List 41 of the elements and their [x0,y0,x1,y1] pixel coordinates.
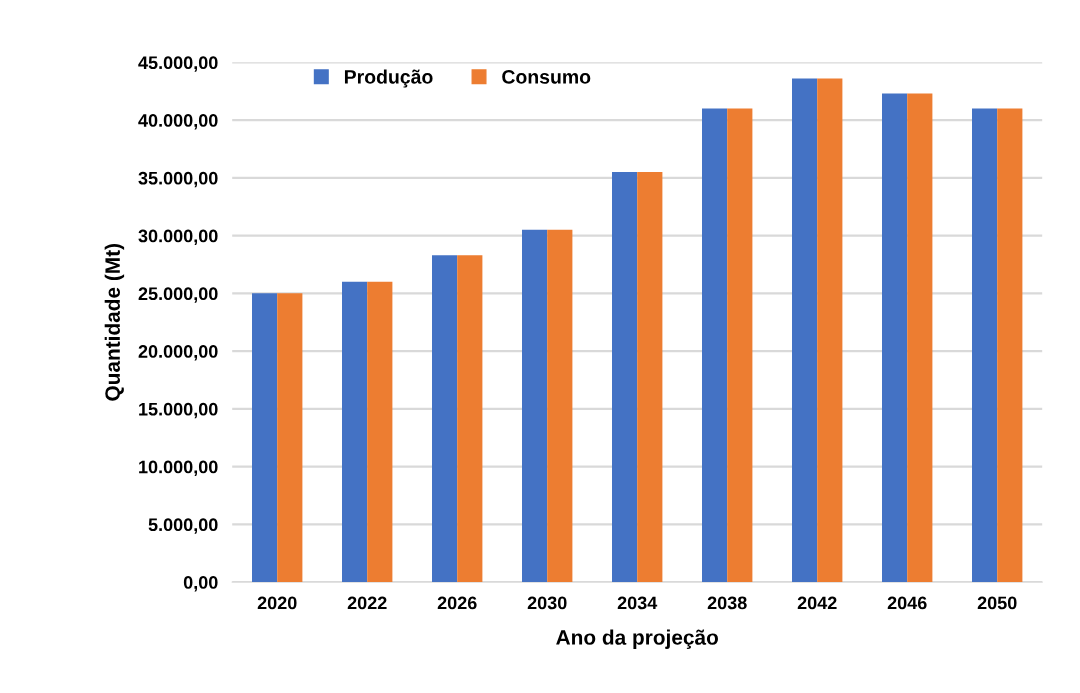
bar [702,108,728,583]
bar [522,229,548,583]
bar [792,78,818,583]
y-tick-label: 15.000,00 [139,402,218,419]
bar [612,172,638,583]
bar [972,108,998,583]
bar [432,255,458,583]
x-tick-label: 2026 [437,596,477,610]
bar [817,78,843,583]
bar [367,281,393,583]
x-tick-label: 2042 [797,596,837,610]
y-tick-label: 35.000,00 [138,171,218,188]
y-tick-label: 40.000,00 [138,114,218,130]
x-tick-label: 2034 [617,596,658,610]
x-axis-title: Ano da projeção [556,629,718,649]
x-tick-label: 2050 [977,596,1017,610]
bar [342,281,368,583]
bar [997,108,1023,583]
x-tick-label: 2020 [257,596,297,610]
x-tick-label: 2046 [887,596,927,610]
x-tick-label: 2038 [707,596,747,610]
bar [882,93,908,583]
y-tick-label: 20.000,00 [138,345,218,361]
legend-label: Consumo [502,69,591,84]
y-tick-label: 45.000,00 [138,56,218,72]
y-tick-label: 0,00 [183,576,218,592]
bar [637,172,663,583]
y-axis-title: Quantidade (Mt) [104,244,125,401]
y-tick-label: 10.000,00 [139,460,218,476]
legend-label: Produção [344,69,433,88]
bar [727,108,753,583]
y-tick-label: 5.000,00 [148,518,218,534]
bar [277,293,303,583]
y-tick-label: 25.000,00 [138,287,218,303]
bar [457,255,483,583]
y-tick-label: 30.000,00 [138,229,218,245]
bar [252,293,278,583]
x-tick-label: 2030 [527,596,567,610]
bar [547,229,573,583]
x-tick-label: 2022 [347,596,387,610]
bar [907,93,933,583]
